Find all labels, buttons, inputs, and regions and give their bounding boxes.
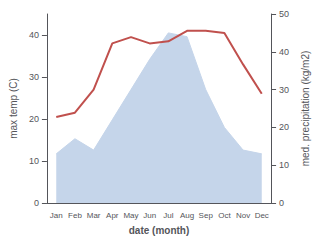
svg-text:Apr: Apr [106,211,119,220]
svg-text:20: 20 [279,122,289,132]
svg-text:30: 30 [279,85,289,95]
svg-text:Nov: Nov [236,211,250,220]
svg-text:20: 20 [29,114,39,124]
svg-text:30: 30 [29,72,39,82]
svg-text:Aug: Aug [180,211,194,220]
svg-text:Jul: Jul [163,211,173,220]
svg-text:0: 0 [279,198,284,208]
svg-text:10: 10 [279,160,289,170]
svg-text:Dec: Dec [255,211,269,220]
svg-text:Oct: Oct [218,211,231,220]
svg-text:med. precipitation (kg/m2): med. precipitation (kg/m2) [300,51,311,167]
svg-text:Feb: Feb [68,211,82,220]
svg-text:Jun: Jun [143,211,156,220]
svg-text:date (month): date (month) [129,225,190,236]
svg-text:40: 40 [29,30,39,40]
svg-text:Mar: Mar [87,211,101,220]
svg-text:10: 10 [29,156,39,166]
svg-text:Jan: Jan [50,211,63,220]
svg-text:max temp (C): max temp (C) [8,78,19,139]
svg-text:40: 40 [279,47,289,57]
svg-text:Sep: Sep [199,211,214,220]
svg-text:50: 50 [279,9,289,19]
svg-text:May: May [123,211,138,220]
svg-text:0: 0 [34,198,39,208]
